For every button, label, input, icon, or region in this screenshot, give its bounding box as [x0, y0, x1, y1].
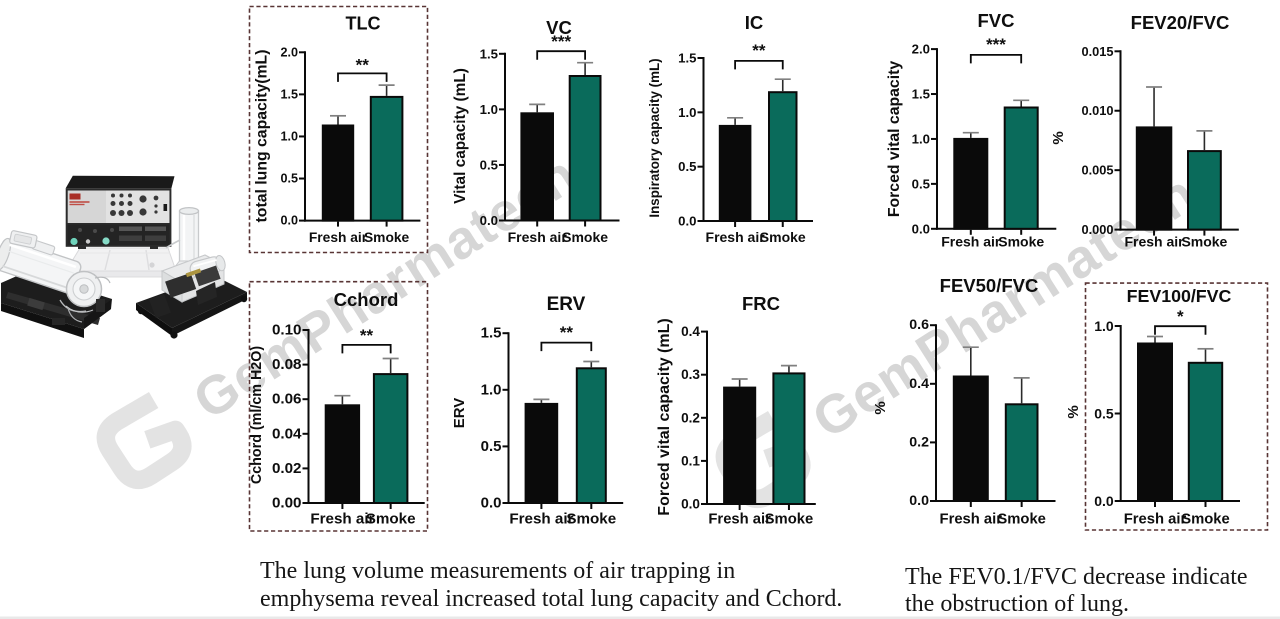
- svg-text:0.0: 0.0: [481, 495, 502, 512]
- svg-text:emphysema reveal increased tot: emphysema reveal increased total lung ca…: [260, 586, 842, 612]
- svg-text:%: %: [1050, 131, 1067, 144]
- svg-text:Smoke: Smoke: [765, 512, 814, 528]
- svg-text:0.04: 0.04: [272, 425, 302, 442]
- svg-text:ERV: ERV: [547, 294, 586, 315]
- svg-text:**: **: [360, 326, 374, 345]
- svg-text:1.0: 1.0: [280, 129, 298, 143]
- svg-text:*: *: [1177, 307, 1184, 326]
- svg-text:Fresh air: Fresh air: [708, 512, 771, 528]
- svg-text:%: %: [1065, 405, 1082, 418]
- svg-text:Fresh air: Fresh air: [940, 512, 1003, 528]
- svg-text:1.5: 1.5: [481, 325, 502, 342]
- svg-text:FEV20/FVC: FEV20/FVC: [1131, 12, 1230, 33]
- svg-text:0.06: 0.06: [272, 391, 302, 408]
- svg-text:0.0: 0.0: [280, 214, 298, 228]
- svg-text:0.1: 0.1: [681, 453, 700, 468]
- svg-text:Forced vital capacity (mL): Forced vital capacity (mL): [656, 318, 673, 515]
- svg-text:**: **: [356, 56, 370, 75]
- svg-text:FEV100/FVC: FEV100/FVC: [1127, 286, 1232, 306]
- svg-text:0.5: 0.5: [280, 172, 298, 186]
- svg-text:FEV50/FVC: FEV50/FVC: [940, 275, 1039, 296]
- svg-text:Fresh air: Fresh air: [706, 229, 766, 245]
- svg-text:0.10: 0.10: [272, 322, 302, 339]
- svg-text:0.2: 0.2: [681, 410, 700, 425]
- svg-text:0.5: 0.5: [912, 176, 930, 191]
- svg-text:0.4: 0.4: [909, 376, 929, 392]
- svg-text:0.5: 0.5: [481, 438, 502, 455]
- svg-text:Fresh air: Fresh air: [1124, 512, 1187, 528]
- svg-text:FVC: FVC: [978, 10, 1015, 31]
- svg-text:0.0: 0.0: [681, 497, 700, 512]
- svg-text:1.0: 1.0: [481, 381, 502, 398]
- svg-text:0.000: 0.000: [1081, 222, 1113, 237]
- svg-text:Smoke: Smoke: [1181, 234, 1227, 250]
- svg-text:***: ***: [551, 32, 571, 51]
- svg-text:TLC: TLC: [346, 14, 381, 34]
- svg-text:Smoke: Smoke: [1181, 512, 1230, 528]
- svg-text:0.00: 0.00: [272, 495, 302, 512]
- svg-text:1.0: 1.0: [678, 105, 696, 120]
- svg-text:Smoke: Smoke: [364, 230, 410, 245]
- svg-text:2.0: 2.0: [912, 42, 930, 57]
- svg-text:**: **: [752, 41, 766, 60]
- svg-text:0.5: 0.5: [480, 157, 498, 172]
- svg-text:VC: VC: [546, 17, 572, 38]
- svg-text:Cchord (ml/cm H2O): Cchord (ml/cm H2O): [249, 346, 265, 484]
- svg-text:ERV: ERV: [451, 398, 468, 429]
- svg-text:1.5: 1.5: [678, 51, 696, 66]
- svg-text:Smoke: Smoke: [998, 234, 1044, 250]
- svg-text:Inspiratory capacity (mL): Inspiratory capacity (mL): [647, 58, 662, 217]
- svg-text:0.010: 0.010: [1081, 103, 1113, 118]
- svg-text:Smoke: Smoke: [997, 512, 1046, 528]
- svg-text:2.0: 2.0: [280, 45, 298, 59]
- svg-text:0.5: 0.5: [678, 159, 696, 174]
- svg-text:total lung capacity(mL): total lung capacity(mL): [254, 50, 271, 223]
- svg-text:FRC: FRC: [742, 293, 780, 314]
- svg-text:1.0: 1.0: [480, 102, 498, 117]
- svg-text:The lung volume measurements o: The lung volume measurements of air trap…: [260, 558, 735, 584]
- svg-text:1.0: 1.0: [1094, 318, 1114, 334]
- svg-text:0.0: 0.0: [909, 493, 929, 509]
- svg-text:the obstruction of lung.: the obstruction of lung.: [905, 591, 1129, 617]
- svg-text:1.5: 1.5: [480, 46, 498, 61]
- svg-text:Fresh air: Fresh air: [1124, 234, 1184, 250]
- svg-text:0.2: 0.2: [909, 434, 929, 450]
- svg-text:Smoke: Smoke: [366, 511, 416, 528]
- svg-text:1.5: 1.5: [280, 87, 298, 101]
- svg-text:0.3: 0.3: [681, 367, 700, 382]
- svg-text:Forced vital capacity: Forced vital capacity: [886, 61, 903, 217]
- svg-text:0.4: 0.4: [681, 324, 700, 339]
- svg-text:The FEV0.1/FVC decrease indica: The FEV0.1/FVC decrease indicate: [905, 564, 1248, 590]
- svg-text:%: %: [872, 401, 889, 414]
- svg-text:0.0: 0.0: [1094, 493, 1114, 509]
- svg-text:1.0: 1.0: [912, 131, 930, 146]
- svg-text:0.08: 0.08: [272, 356, 302, 373]
- svg-text:1.5: 1.5: [912, 87, 930, 102]
- svg-text:**: **: [560, 323, 574, 342]
- svg-text:Vital capacity (mL): Vital capacity (mL): [452, 68, 469, 204]
- svg-text:Smoke: Smoke: [760, 229, 806, 245]
- svg-text:Fresh air: Fresh air: [309, 230, 368, 245]
- svg-text:Smoke: Smoke: [562, 229, 608, 245]
- svg-text:0.015: 0.015: [1081, 44, 1113, 59]
- svg-text:0.0: 0.0: [912, 221, 930, 236]
- svg-text:Smoke: Smoke: [566, 511, 616, 528]
- svg-text:Fresh air: Fresh air: [310, 511, 374, 528]
- svg-text:0.6: 0.6: [909, 317, 929, 333]
- svg-text:0.0: 0.0: [678, 214, 696, 229]
- svg-text:Cchord: Cchord: [334, 289, 399, 310]
- svg-text:***: ***: [986, 35, 1006, 54]
- svg-text:IC: IC: [745, 12, 764, 33]
- svg-text:Fresh air: Fresh air: [508, 229, 568, 245]
- svg-text:0.5: 0.5: [1094, 406, 1114, 422]
- svg-text:Fresh air: Fresh air: [509, 511, 573, 528]
- svg-text:0.005: 0.005: [1081, 163, 1113, 178]
- svg-text:0.0: 0.0: [480, 213, 498, 228]
- svg-text:Fresh air: Fresh air: [941, 234, 1001, 250]
- svg-text:0.02: 0.02: [272, 460, 302, 477]
